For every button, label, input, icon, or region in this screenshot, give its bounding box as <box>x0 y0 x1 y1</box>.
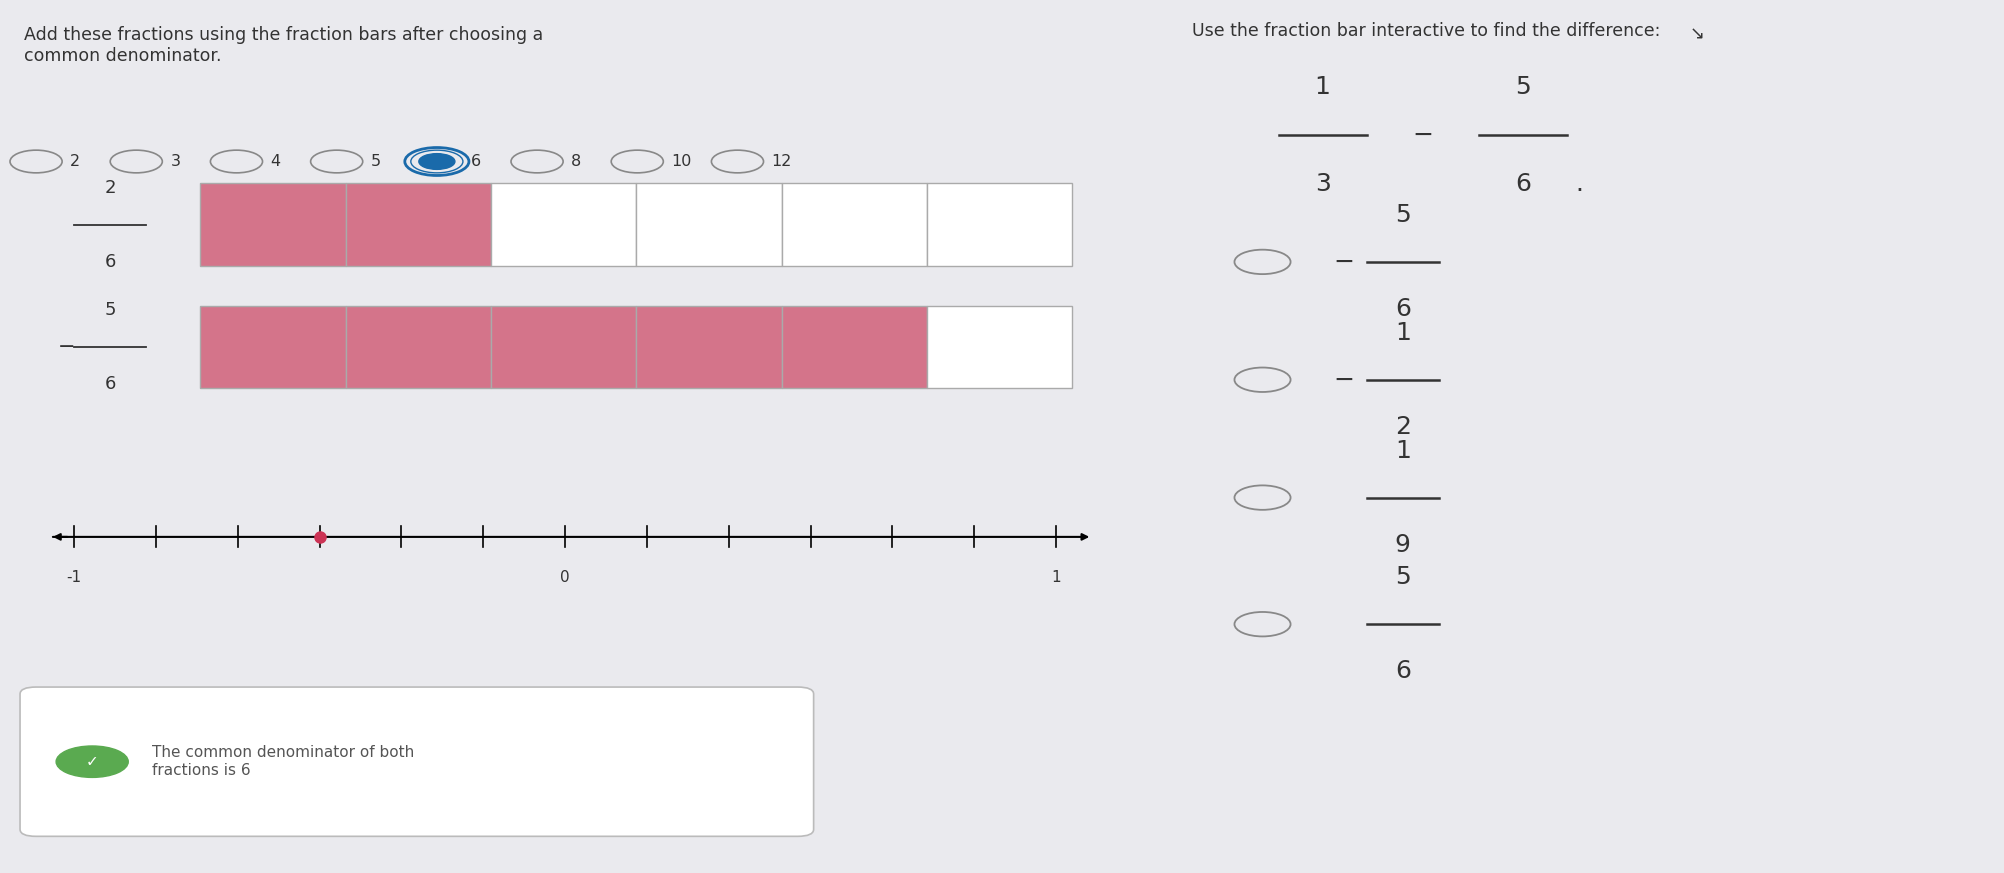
Text: 6: 6 <box>104 253 116 271</box>
Text: 3: 3 <box>1315 172 1331 196</box>
Text: 5: 5 <box>1395 566 1411 589</box>
FancyBboxPatch shape <box>926 306 1072 388</box>
Text: 12: 12 <box>772 154 792 169</box>
Text: 6: 6 <box>1515 172 1531 196</box>
FancyBboxPatch shape <box>200 306 347 388</box>
Text: 10: 10 <box>671 154 691 169</box>
Text: 2: 2 <box>70 154 80 169</box>
Text: 2: 2 <box>104 179 116 196</box>
Text: −: − <box>58 337 74 357</box>
Text: −: − <box>1335 368 1355 392</box>
Text: The common denominator of both
fractions is 6: The common denominator of both fractions… <box>152 746 415 778</box>
Text: 0: 0 <box>561 570 569 585</box>
Text: ✓: ✓ <box>86 754 98 769</box>
FancyBboxPatch shape <box>635 306 782 388</box>
Text: 2: 2 <box>1395 415 1411 438</box>
Text: 8: 8 <box>571 154 581 169</box>
FancyBboxPatch shape <box>491 306 635 388</box>
Text: 5: 5 <box>104 301 116 319</box>
Text: 6: 6 <box>1395 297 1411 320</box>
Text: 5: 5 <box>371 154 381 169</box>
Text: 3: 3 <box>170 154 180 169</box>
Text: 6: 6 <box>1395 659 1411 683</box>
Text: .: . <box>1575 172 1583 196</box>
FancyBboxPatch shape <box>782 306 926 388</box>
FancyBboxPatch shape <box>635 183 782 266</box>
Text: Add these fractions using the fraction bars after choosing a
common denominator.: Add these fractions using the fraction b… <box>24 26 543 65</box>
FancyBboxPatch shape <box>491 183 635 266</box>
Text: 9: 9 <box>1395 533 1411 556</box>
Text: 5: 5 <box>1395 203 1411 227</box>
FancyBboxPatch shape <box>347 306 491 388</box>
Text: ↖: ↖ <box>1685 22 1701 40</box>
Text: Use the fraction bar interactive to find the difference:: Use the fraction bar interactive to find… <box>1192 22 1661 40</box>
Text: −: − <box>1335 250 1355 274</box>
Text: 4: 4 <box>271 154 281 169</box>
Text: 1: 1 <box>1395 321 1411 345</box>
Text: 1: 1 <box>1395 439 1411 463</box>
Text: 1: 1 <box>1315 75 1331 99</box>
FancyBboxPatch shape <box>200 183 347 266</box>
Circle shape <box>56 746 128 777</box>
FancyBboxPatch shape <box>926 183 1072 266</box>
Text: 6: 6 <box>471 154 481 169</box>
Circle shape <box>419 154 455 169</box>
Text: 6: 6 <box>104 375 116 393</box>
Text: −: − <box>1413 123 1433 148</box>
FancyBboxPatch shape <box>782 183 926 266</box>
FancyBboxPatch shape <box>347 183 491 266</box>
Text: -1: -1 <box>66 570 82 585</box>
Text: 1: 1 <box>1052 570 1060 585</box>
Text: 5: 5 <box>1515 75 1531 99</box>
FancyBboxPatch shape <box>20 687 814 836</box>
